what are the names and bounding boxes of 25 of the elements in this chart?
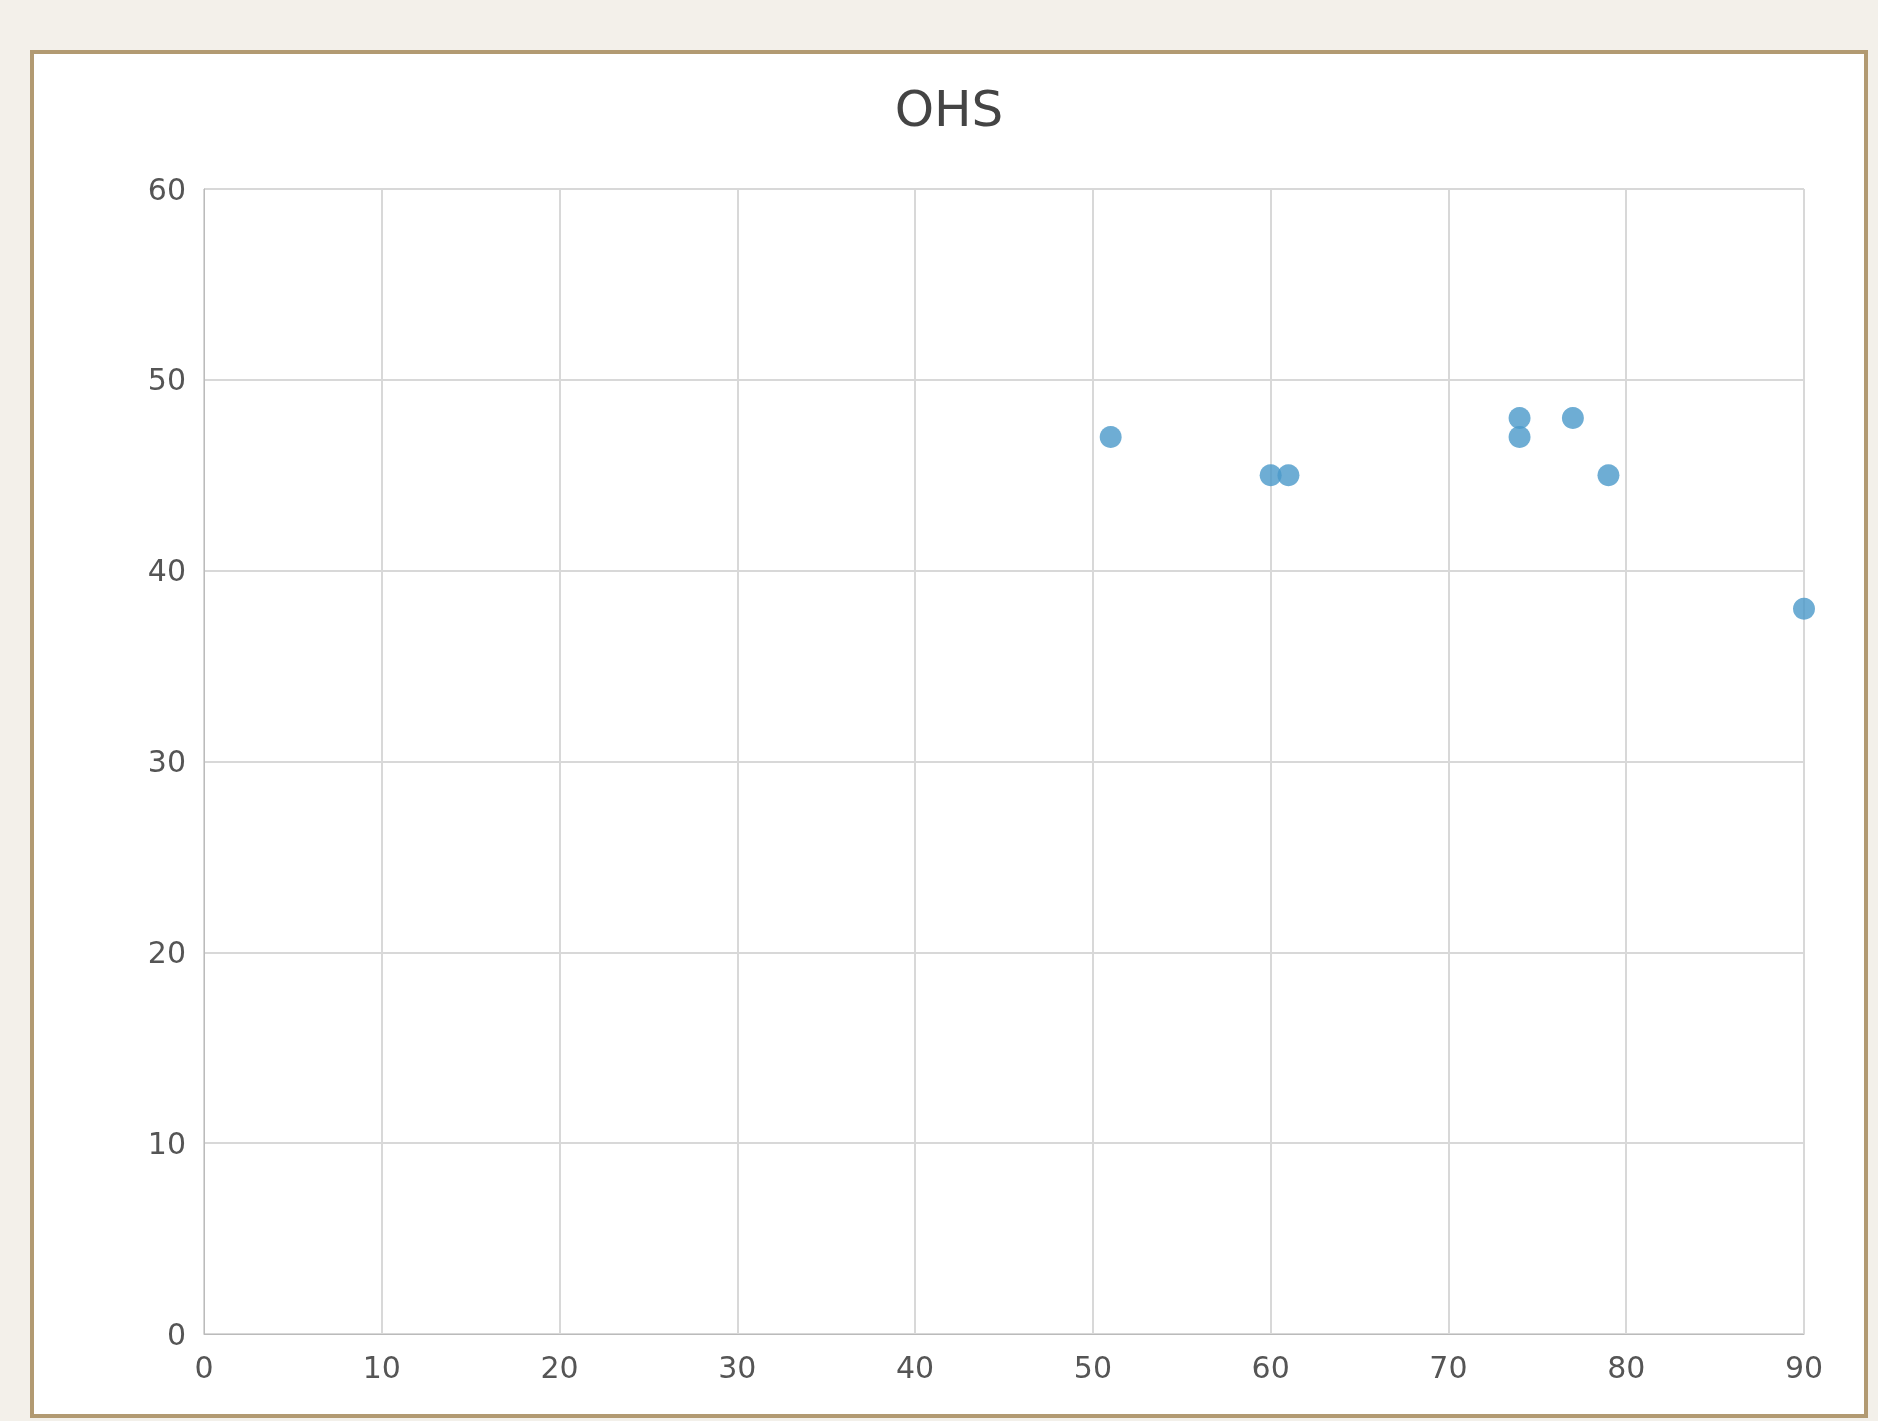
- point: [1597, 464, 1620, 487]
- y-tick-label: 20: [147, 934, 186, 970]
- chart-title: OHS: [894, 80, 1004, 138]
- point: [1793, 597, 1815, 620]
- y-tick-label: 50: [147, 362, 186, 398]
- point: [1508, 407, 1531, 429]
- y-tick-label: 0: [166, 1316, 186, 1352]
- x-tick-label: 10: [362, 1349, 401, 1385]
- y-tick-label: 10: [147, 1125, 186, 1161]
- point: [1277, 464, 1300, 487]
- y-tick-label: 30: [147, 744, 186, 779]
- x-tick-label: 90: [1784, 1349, 1824, 1385]
- x-tick-label: 40: [896, 1349, 935, 1385]
- point: [1099, 426, 1122, 449]
- x-tick-label: 60: [1251, 1349, 1290, 1385]
- point: [1508, 426, 1531, 449]
- x-tick-label: 30: [718, 1349, 757, 1385]
- y-tick-label: 60: [147, 171, 186, 207]
- point: [1561, 407, 1584, 429]
- x-tick-label: 0: [194, 1349, 214, 1385]
- x-tick-label: 70: [1429, 1349, 1468, 1385]
- x-tick-label: 20: [540, 1349, 579, 1385]
- y-tick-label: 40: [147, 553, 186, 589]
- x-tick-label: 80: [1607, 1349, 1646, 1385]
- x-tick-label: 50: [1073, 1349, 1112, 1385]
